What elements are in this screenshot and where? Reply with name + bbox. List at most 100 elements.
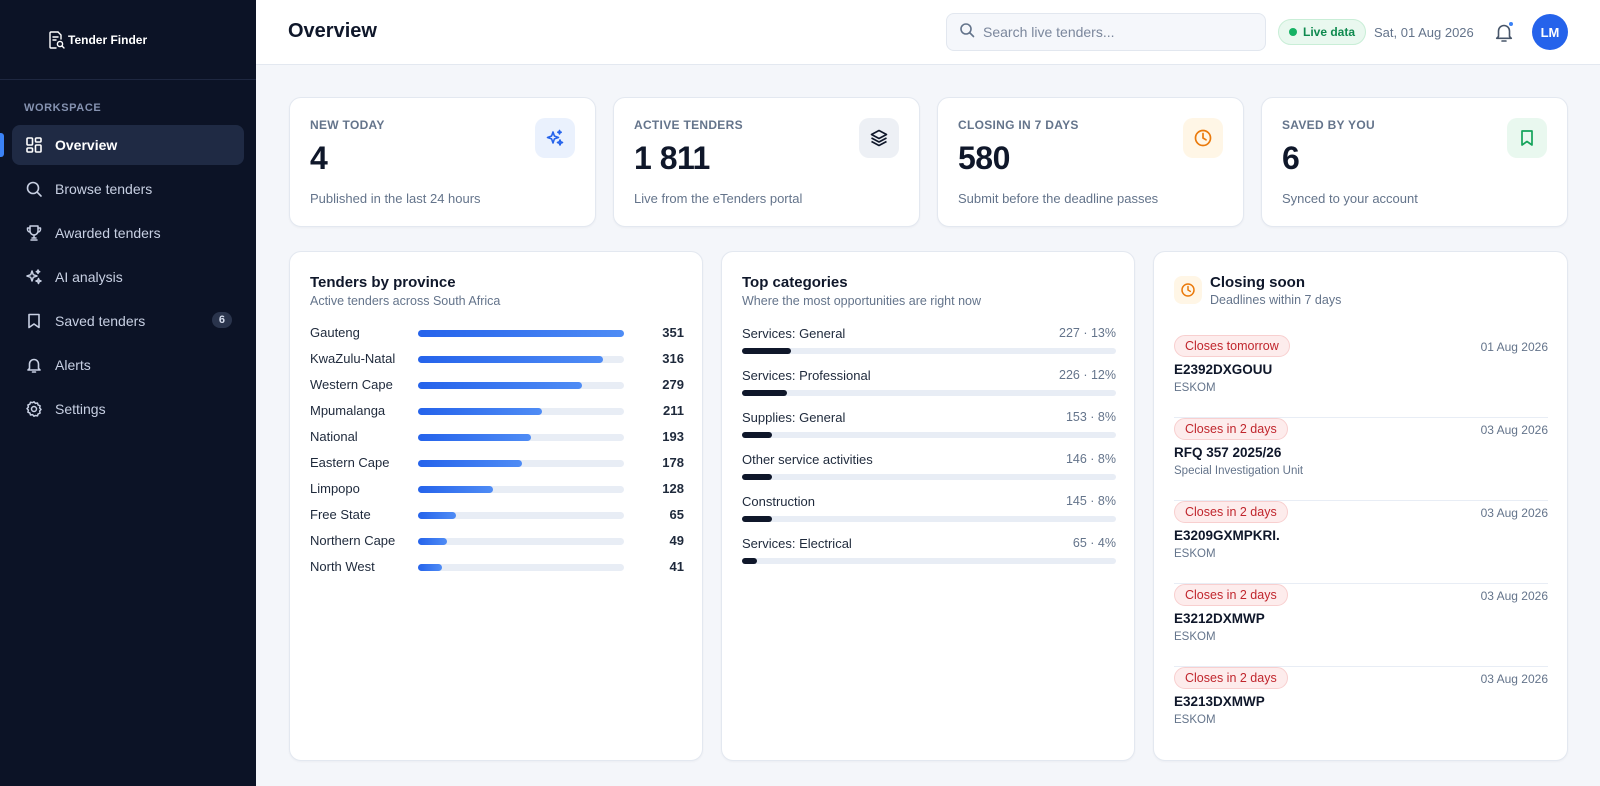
closing-date: 01 Aug 2026 xyxy=(1480,340,1548,354)
province-row[interactable]: Limpopo 128 xyxy=(310,479,684,499)
category-count-share: 227 · 13% xyxy=(1059,326,1116,340)
stat-card-new-today: NEW TODAY 4 Published in the last 24 hou… xyxy=(289,97,596,227)
province-count: 316 xyxy=(662,351,684,366)
province-bar xyxy=(418,538,447,545)
province-bar-track xyxy=(418,330,624,337)
closing-soon-item[interactable]: Closes in 2 days 03 Aug 2026 E3209GXMPKRI.… xyxy=(1174,501,1548,584)
sidebar-item-label: Saved tenders xyxy=(55,313,146,329)
province-row[interactable]: North West 41 xyxy=(310,557,684,577)
tender-organisation: ESKOM xyxy=(1174,631,1216,643)
search-input[interactable] xyxy=(983,24,1243,40)
sidebar-item-alerts[interactable]: Alerts xyxy=(12,345,244,385)
closing-soon-item[interactable]: Closes in 2 days 03 Aug 2026 RFQ 357 2025/… xyxy=(1174,418,1548,501)
gear-icon xyxy=(25,400,43,418)
panel-title: Closing soon xyxy=(1210,274,1305,291)
category-bar-track xyxy=(742,558,1116,564)
notifications-button[interactable] xyxy=(1492,20,1516,44)
province-name: KwaZulu-Natal xyxy=(310,351,396,366)
stat-label: ACTIVE TENDERS xyxy=(634,118,743,132)
panel-subtitle: Deadlines within 7 days xyxy=(1210,293,1342,307)
sidebar-nav: Overview Browse tenders Awarded tenders … xyxy=(0,125,244,433)
province-row[interactable]: Free State 65 xyxy=(310,505,684,525)
category-name: Services: General xyxy=(742,326,846,341)
closing-date: 03 Aug 2026 xyxy=(1480,423,1548,437)
app-logo[interactable]: Tender Finder xyxy=(0,0,256,80)
user-avatar[interactable]: LM xyxy=(1532,14,1568,50)
category-bar-track xyxy=(742,516,1116,522)
province-row[interactable]: Mpumalanga 211 xyxy=(310,401,684,421)
current-date: Sat, 01 Aug 2026 xyxy=(1374,25,1474,40)
live-status-dot xyxy=(1289,28,1297,36)
sidebar-item-ai-analysis[interactable]: AI analysis xyxy=(12,257,244,297)
sidebar-item-label: Alerts xyxy=(55,357,91,373)
sidebar-item-awarded-tenders[interactable]: Awarded tenders xyxy=(12,213,244,253)
clock-icon xyxy=(1183,118,1223,158)
sidebar-item-settings[interactable]: Settings xyxy=(12,389,244,429)
tender-organisation: ESKOM xyxy=(1174,714,1216,726)
sidebar-item-overview[interactable]: Overview xyxy=(0,125,244,165)
category-row[interactable]: Services: Professional 226 · 12% xyxy=(742,368,1116,402)
category-bar-track xyxy=(742,348,1116,354)
province-count: 211 xyxy=(663,403,684,418)
province-count: 279 xyxy=(662,377,684,392)
province-bar-track xyxy=(418,564,624,571)
deadline-badge: Closes in 2 days xyxy=(1174,667,1288,689)
category-row[interactable]: Construction 145 · 8% xyxy=(742,494,1116,528)
category-count-share: 65 · 4% xyxy=(1072,536,1116,550)
category-name: Other service activities xyxy=(742,452,873,467)
bookmark-icon xyxy=(25,312,43,330)
province-bar-track xyxy=(418,382,624,389)
sidebar-item-label: Browse tenders xyxy=(55,181,153,197)
stat-card-saved-by-you: SAVED BY YOU 6 Synced to your account xyxy=(1261,97,1568,227)
sidebar-item-saved-tenders[interactable]: Saved tenders 6 xyxy=(12,301,244,341)
category-row[interactable]: Supplies: General 153 · 8% xyxy=(742,410,1116,444)
sparkles-icon xyxy=(25,268,43,286)
sidebar-item-browse-tenders[interactable]: Browse tenders xyxy=(12,169,244,209)
province-row[interactable]: Western Cape 279 xyxy=(310,375,684,395)
province-bar xyxy=(418,564,443,571)
deadline-badge: Closes tomorrow xyxy=(1174,335,1290,357)
stat-label: CLOSING IN 7 DAYS xyxy=(958,118,1079,132)
sidebar-item-label: Awarded tenders xyxy=(55,225,161,241)
province-bar-track xyxy=(418,434,624,441)
search-box[interactable] xyxy=(946,13,1266,51)
category-bar xyxy=(742,474,772,480)
stat-subtitle: Synced to your account xyxy=(1282,191,1418,206)
province-name: Northern Cape xyxy=(310,533,396,548)
layers-icon xyxy=(859,118,899,158)
bookmark-icon xyxy=(1507,118,1547,158)
closing-soon-item[interactable]: Closes in 2 days 03 Aug 2026 E3212DXMWP ESK… xyxy=(1174,584,1548,667)
panel-subtitle: Active tenders across South Africa xyxy=(310,294,501,308)
province-row[interactable]: Gauteng 351 xyxy=(310,323,684,343)
bell-icon xyxy=(25,356,43,374)
stat-value: 4 xyxy=(310,140,328,176)
category-bar xyxy=(742,348,791,354)
tender-reference: E3212DXMWP xyxy=(1174,611,1265,626)
province-row[interactable]: Northern Cape 49 xyxy=(310,531,684,551)
province-row[interactable]: Eastern Cape 178 xyxy=(310,453,684,473)
sidebar-item-label: Settings xyxy=(55,401,106,417)
category-row[interactable]: Services: Electrical 65 · 4% xyxy=(742,536,1116,570)
live-data-label: Live data xyxy=(1303,25,1356,39)
province-name: Eastern Cape xyxy=(310,455,390,470)
closing-soon-item[interactable]: Closes tomorrow 01 Aug 2026 E2392DXGOUU ESK… xyxy=(1174,335,1548,418)
category-count-share: 145 · 8% xyxy=(1065,494,1116,508)
closing-date: 03 Aug 2026 xyxy=(1480,506,1548,520)
category-row[interactable]: Services: General 227 · 13% xyxy=(742,326,1116,360)
stat-label: SAVED BY YOU xyxy=(1282,118,1375,132)
tender-reference: RFQ 357 2025/26 xyxy=(1174,445,1282,460)
grid-icon xyxy=(25,136,43,154)
province-panel: Tenders by province Active tenders acros… xyxy=(289,251,703,761)
province-bar xyxy=(418,434,532,441)
category-bar xyxy=(742,558,757,564)
category-row[interactable]: Other service activities 146 · 8% xyxy=(742,452,1116,486)
province-row[interactable]: National 193 xyxy=(310,427,684,447)
province-row[interactable]: KwaZulu-Natal 316 xyxy=(310,349,684,369)
closing-soon-item[interactable]: Closes in 2 days 03 Aug 2026 E3213DXMWP ESK… xyxy=(1174,667,1548,750)
category-name: Construction xyxy=(742,494,815,509)
province-count: 65 xyxy=(669,507,684,522)
page-title: Overview xyxy=(288,20,377,42)
bell-icon xyxy=(1492,24,1516,48)
category-bar xyxy=(742,390,787,396)
trophy-icon xyxy=(25,224,43,242)
